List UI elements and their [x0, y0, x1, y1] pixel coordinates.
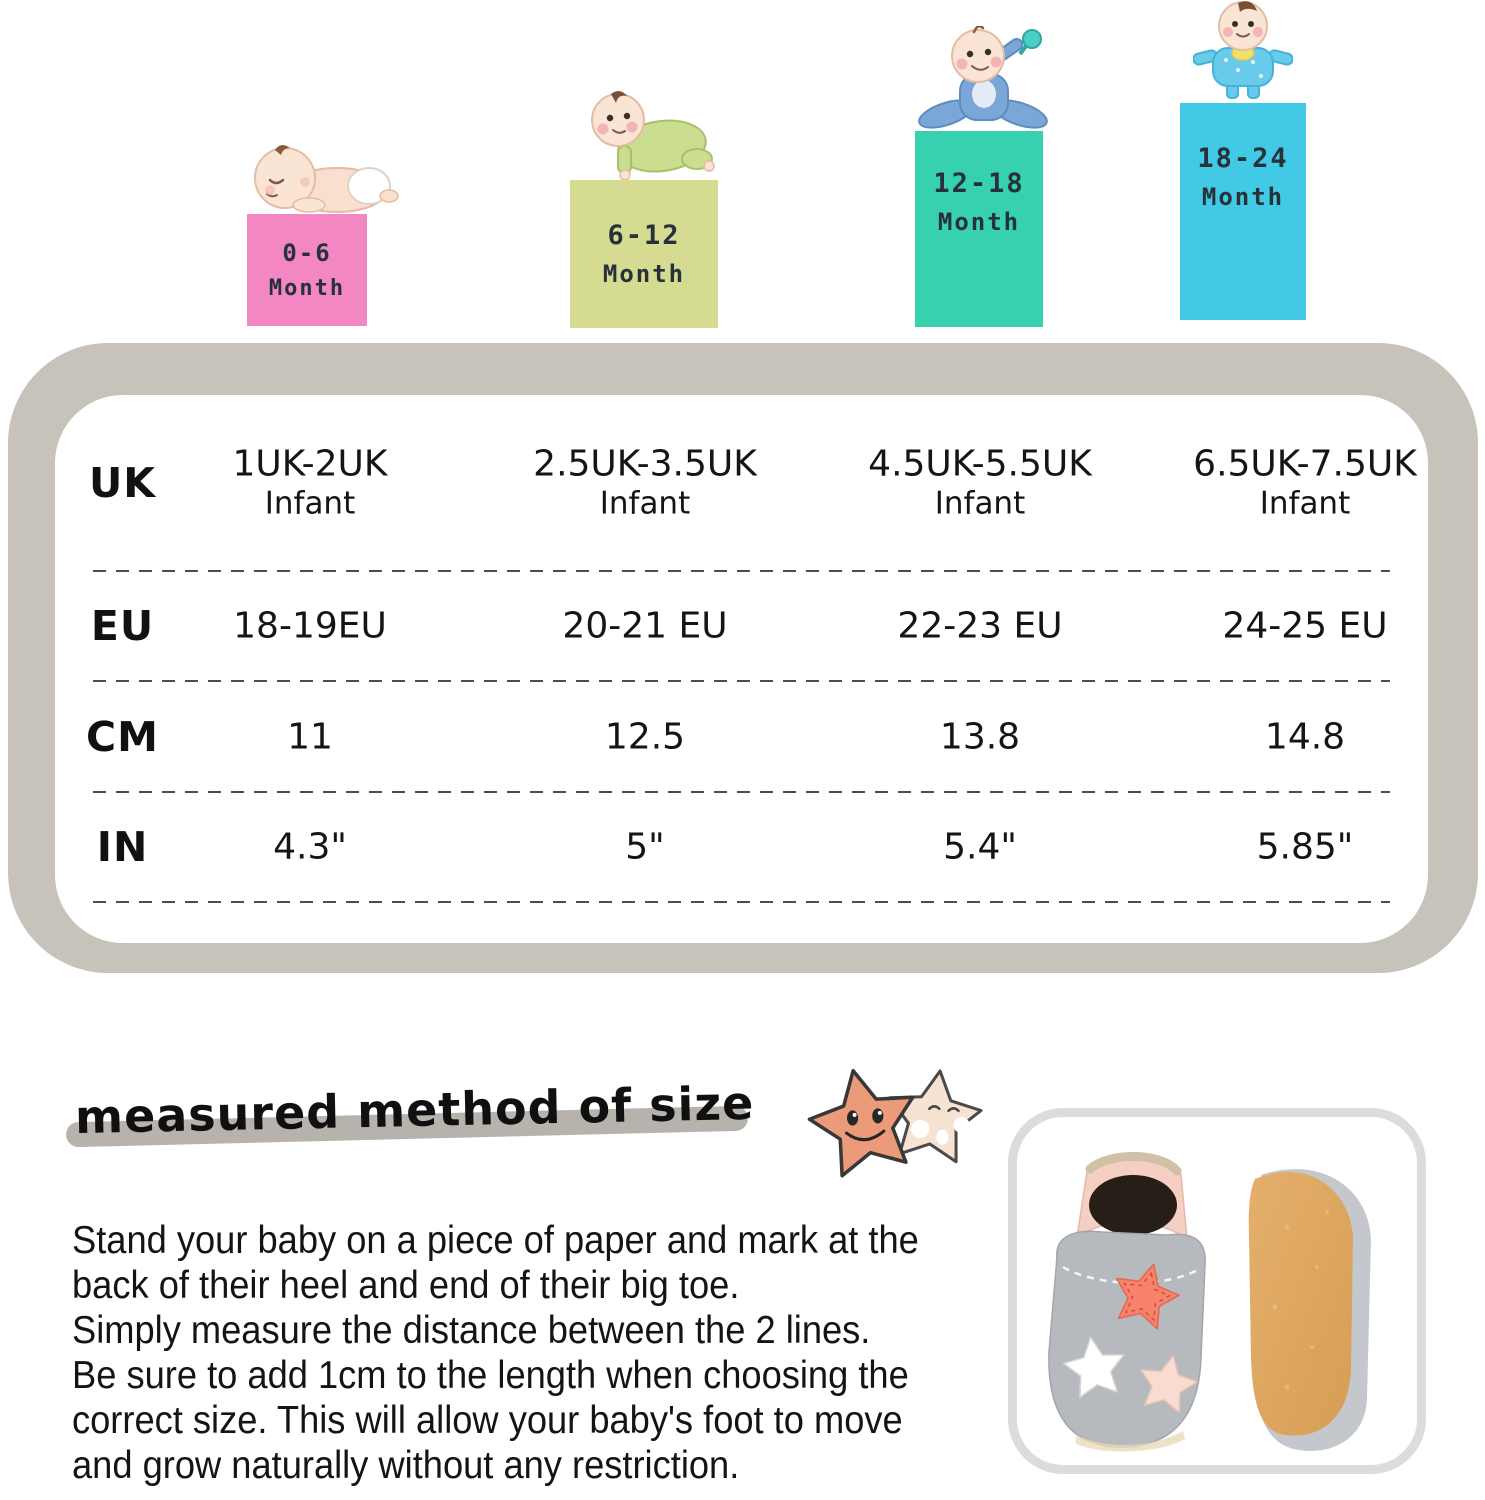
- sleeping-baby-illustration: [254, 144, 399, 213]
- eu-size-cell: 20-21 EU: [562, 605, 728, 647]
- age-block-0-6: 0-6 Month: [247, 214, 367, 326]
- uk-size-suffix: Infant: [1259, 485, 1351, 522]
- age-range-label: 6-12: [607, 220, 681, 251]
- in-size-cell: 5": [625, 826, 665, 868]
- eu-size-cell: 18-19EU: [233, 605, 387, 647]
- cm-size-cell: 12.5: [604, 716, 686, 757]
- uk-size-value: 6.5UK-7.5UK: [1193, 443, 1417, 485]
- size-table: UK 1UK-2UK Infant 2.5UK-3.5UK Infant 4.5…: [55, 395, 1428, 943]
- age-unit-label: Month: [1201, 182, 1285, 211]
- row-label-in: IN: [96, 823, 149, 871]
- cm-size-cell: 13.8: [939, 716, 1021, 757]
- uk-size-cell: 4.5UK-5.5UK Infant: [825, 444, 1135, 521]
- uk-size-value: 2.5UK-3.5UK: [533, 443, 757, 485]
- age-range-label: 12-18: [933, 167, 1025, 199]
- white-star-applique: [1062, 1336, 1125, 1399]
- in-size-cell: 4.3": [273, 826, 347, 868]
- star-characters-illustration: [807, 1068, 983, 1178]
- crawling-baby-illustration: [591, 90, 715, 181]
- age-range-label: 0-6: [282, 239, 332, 267]
- uk-size-suffix: Infant: [934, 485, 1026, 522]
- measuring-instructions-text: Stand your baby on a piece of paper and …: [72, 1219, 919, 1487]
- row-divider: [93, 570, 1390, 572]
- product-photo-frame: [1008, 1108, 1426, 1474]
- cm-size-cell: 14.8: [1264, 716, 1346, 757]
- measure-method-heading: measured method of size: [74, 1075, 755, 1145]
- row-divider: [93, 901, 1390, 903]
- pink-star-applique: [1140, 1354, 1198, 1414]
- sitting-baby-rattle-illustration: [918, 26, 1048, 129]
- table-row-uk: UK 1UK-2UK Infant 2.5UK-3.5UK Infant 4.5…: [55, 395, 1428, 571]
- coral-star-applique: [1115, 1263, 1180, 1330]
- in-size-cell: 5.85": [1256, 826, 1354, 868]
- age-range-label: 18-24: [1197, 142, 1289, 174]
- baby-shoes-photo: [1048, 1152, 1371, 1452]
- uk-size-cell: 2.5UK-3.5UK Infant: [490, 444, 800, 521]
- row-label-cm: CM: [86, 712, 159, 761]
- age-block-18-24: 18-24 Month: [1180, 103, 1306, 320]
- uk-size-suffix: Infant: [264, 485, 356, 522]
- uk-size-value: 1UK-2UK: [232, 443, 388, 485]
- cm-size-cell: 11: [287, 716, 333, 757]
- uk-size-value: 4.5UK-5.5UK: [868, 443, 1092, 485]
- shoe-sole-view: [1248, 1169, 1371, 1451]
- age-unit-label: Month: [937, 207, 1021, 236]
- age-block-6-12: 6-12 Month: [570, 180, 718, 328]
- table-row-cm: CM 11 12.5 13.8 14.8: [55, 681, 1428, 792]
- uk-size-cell: 1UK-2UK Infant: [155, 444, 465, 521]
- row-divider: [93, 680, 1390, 682]
- row-divider: [93, 791, 1390, 793]
- size-table-frame: UK 1UK-2UK Infant 2.5UK-3.5UK Infant 4.5…: [8, 343, 1478, 973]
- in-size-cell: 5.4": [943, 826, 1017, 868]
- uk-size-suffix: Infant: [599, 485, 691, 522]
- table-row-in: IN 4.3" 5" 5.4" 5.85": [55, 792, 1428, 902]
- front-star: [807, 1068, 915, 1178]
- uk-size-cell: 6.5UK-7.5UK Infant: [1150, 444, 1460, 521]
- age-unit-label: Month: [602, 260, 686, 288]
- table-row-eu: EU 18-19EU 20-21 EU 22-23 EU 24-25 EU: [55, 571, 1428, 681]
- row-label-uk: UK: [88, 459, 157, 507]
- age-block-12-18: 12-18 Month: [915, 131, 1043, 327]
- standing-baby-illustration: [1193, 1, 1293, 99]
- age-unit-label: Month: [268, 276, 346, 301]
- eu-size-cell: 24-25 EU: [1222, 605, 1388, 647]
- eu-size-cell: 22-23 EU: [897, 605, 1063, 647]
- shoe-top-view: [1048, 1152, 1206, 1452]
- row-label-eu: EU: [90, 602, 155, 650]
